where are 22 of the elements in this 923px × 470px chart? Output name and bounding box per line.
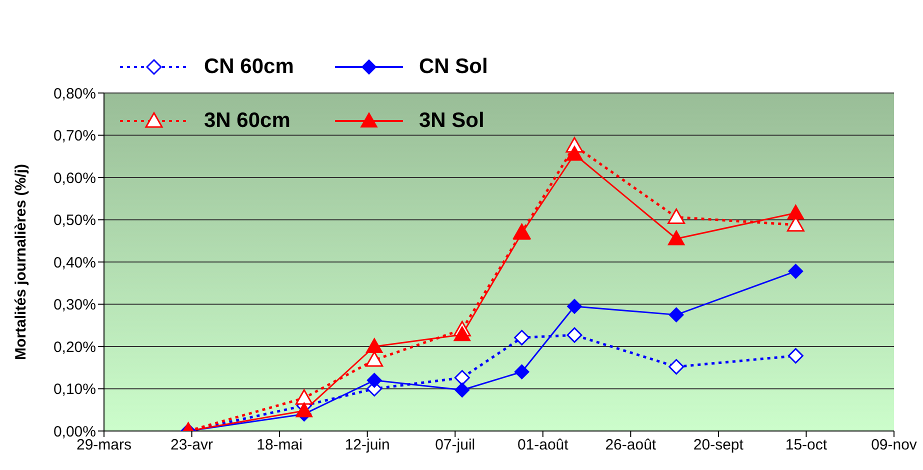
- legend-label: 3N 60cm: [204, 109, 290, 133]
- y-tick-label: 0,50%: [53, 212, 96, 230]
- y-axis-title: Mortalités journalières (%/j): [12, 164, 30, 360]
- y-tick-label: 0,70%: [53, 128, 96, 145]
- y-tick-label: 0,20%: [53, 338, 96, 356]
- x-tick-label: 07-juil: [435, 436, 476, 454]
- y-tick-label: 0,80%: [53, 85, 96, 102]
- x-tick-label: 12-juin: [344, 436, 390, 454]
- y-tick-label: 0,40%: [53, 254, 96, 272]
- x-tick-label: 20-sept: [693, 436, 744, 454]
- legend-label: 3N Sol: [419, 109, 484, 133]
- y-tick-label: 0,30%: [53, 296, 96, 314]
- legend-label: CN 60cm: [204, 55, 294, 79]
- x-tick-label: 09-nov: [871, 436, 918, 454]
- y-tick-label: 0,10%: [53, 381, 96, 398]
- x-tick-label: 26-août: [605, 436, 657, 454]
- x-tick-label: 01-août: [517, 436, 570, 454]
- x-tick-label: 18-mai: [256, 436, 302, 454]
- y-tick-label: 0,60%: [53, 170, 96, 187]
- x-tick-label: 15-oct: [785, 436, 828, 454]
- x-tick-label: 23-avr: [170, 436, 214, 454]
- legend-label: CN Sol: [419, 55, 488, 79]
